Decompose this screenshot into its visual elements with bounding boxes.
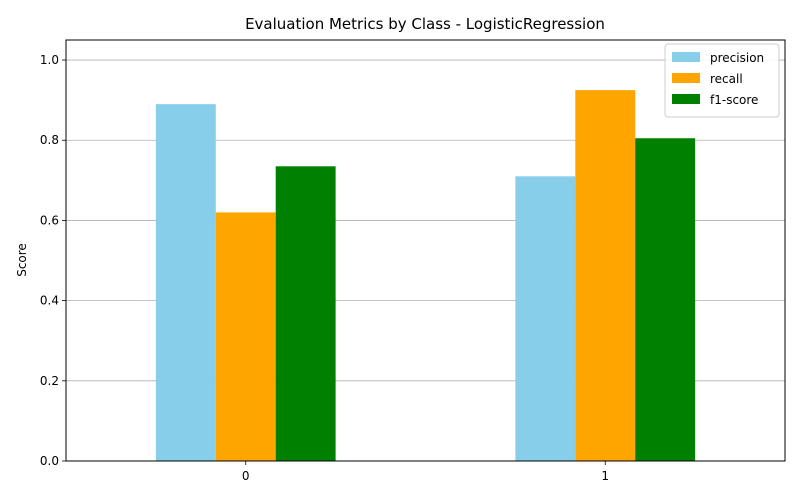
y-tick-label: 0.8 <box>40 133 59 147</box>
legend: precision recall f1-score <box>664 43 780 118</box>
legend-swatch-f1-score <box>672 94 700 104</box>
legend-swatch-precision <box>672 52 700 62</box>
bars <box>155 90 696 462</box>
bar-f1-score-0 <box>275 166 336 462</box>
bar-f1-score-1 <box>635 138 696 461</box>
legend-label-f1-score: f1-score <box>710 93 758 107</box>
y-tick-label: 1.0 <box>40 53 59 67</box>
chart-title: Evaluation Metrics by Class - LogisticRe… <box>245 15 605 33</box>
plot-frame <box>65 39 786 462</box>
bar-precision-1 <box>515 176 576 462</box>
y-tick-label: 0.0 <box>40 454 59 468</box>
x-tick-label: 0 <box>242 469 250 483</box>
axes <box>65 39 786 462</box>
bar-precision-0 <box>155 104 216 462</box>
y-tick-label: 0.4 <box>40 294 59 308</box>
legend-label-recall: recall <box>710 72 743 86</box>
bar-recall-0 <box>215 212 276 461</box>
y-tick-label: 0.2 <box>40 374 59 388</box>
legend-label-precision: precision <box>710 51 764 65</box>
x-tick-label: 1 <box>601 469 609 483</box>
y-axis-title: Score <box>15 243 29 277</box>
legend-swatch-recall <box>672 73 700 83</box>
y-ticks: 0.0 0.2 0.4 0.6 0.8 1.0 <box>40 53 66 468</box>
bar-recall-1 <box>575 90 636 461</box>
y-tick-label: 0.6 <box>40 213 59 227</box>
